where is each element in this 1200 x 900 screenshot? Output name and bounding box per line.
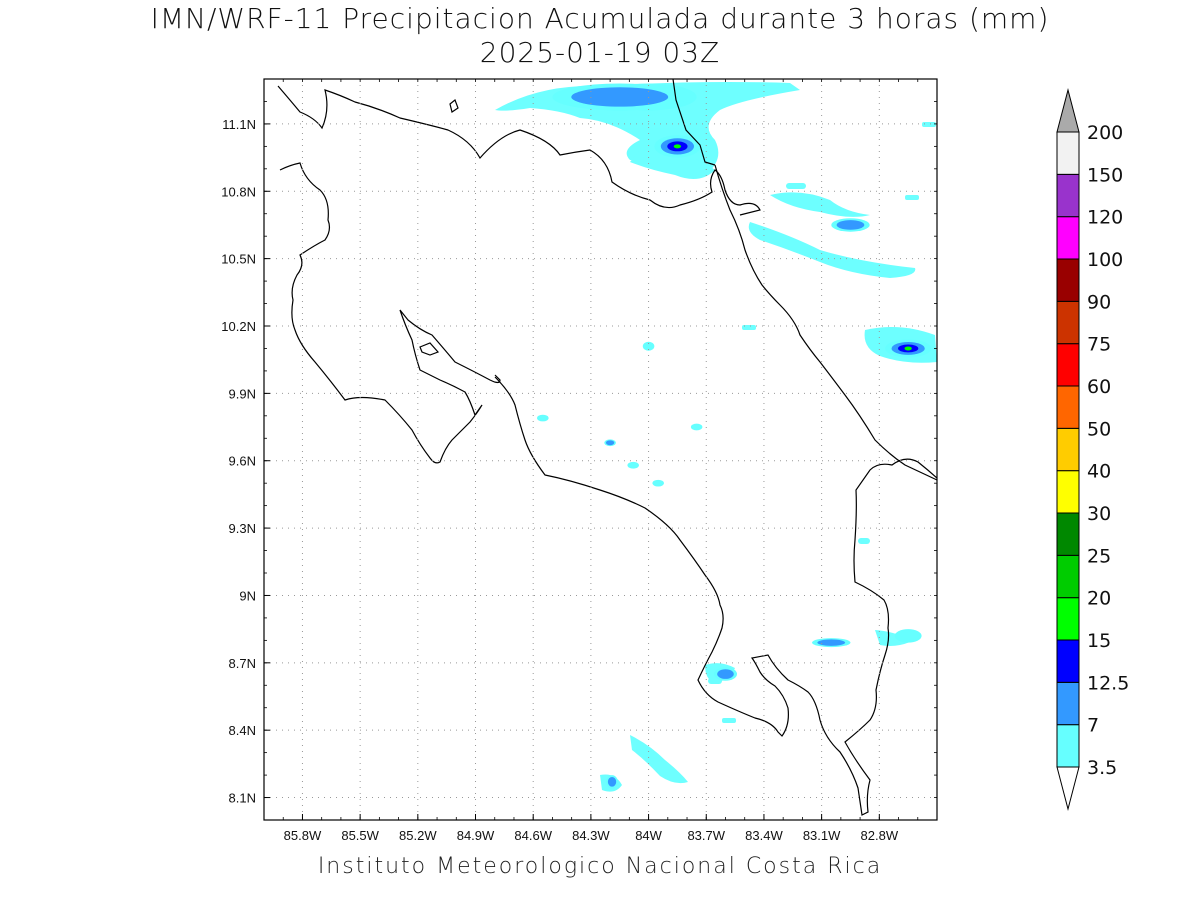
colorbar-label: 100: [1087, 249, 1123, 271]
lon-tick-label: 83.4W: [745, 828, 783, 843]
precip-cell: [717, 669, 734, 679]
precip-cell: [817, 639, 846, 646]
precip-cell: [836, 220, 865, 230]
lon-tick-label: 84.3W: [572, 828, 610, 843]
colorbar-swatch: [1056, 131, 1080, 175]
colorbar-label: 150: [1087, 164, 1123, 186]
map-subtitle-date: 2025-01-19 03Z: [479, 36, 721, 69]
colorbar-label: 60: [1087, 376, 1111, 398]
lat-tick-label: 8.1N: [229, 791, 256, 806]
colorbar-swatch: [1056, 385, 1080, 429]
lon-tick-label: 85.2W: [399, 828, 437, 843]
colorbar-label: 120: [1087, 207, 1123, 229]
lon-tick-label: 84.6W: [514, 828, 552, 843]
lon-tick-label: 84W: [635, 828, 662, 843]
colorbar-label: 75: [1087, 334, 1111, 356]
precip-cell: [690, 423, 703, 431]
lon-tick-label: 85.5W: [341, 828, 379, 843]
lat-tick-label: 10.8N: [221, 184, 256, 199]
lat-tick-label: 9.9N: [229, 386, 256, 401]
colorbar-label: 12.5: [1087, 672, 1129, 694]
colorbar-swatch: [1056, 639, 1080, 683]
lat-tick-label: 9.3N: [229, 521, 256, 536]
colorbar-swatch: [1056, 554, 1080, 599]
colorbar-label: 90: [1087, 291, 1111, 313]
precip-cell: [904, 346, 912, 351]
colorbar-label: 15: [1087, 630, 1111, 652]
colorbar-label: 20: [1087, 588, 1111, 610]
precipitation-cells: [537, 83, 932, 789]
precip-cell: [642, 341, 655, 351]
colorbar-swatch: [1056, 216, 1080, 260]
colorbar-label: 3.5: [1087, 757, 1117, 779]
colorbar-label: 40: [1087, 461, 1111, 483]
precip-cell: [571, 87, 669, 107]
map-title: IMN/WRF-11 Precipitacion Acumulada duran…: [150, 2, 1050, 35]
map-frame: [263, 78, 938, 821]
precipitation-field: [495, 82, 937, 792]
colorbar-swatch: [1056, 470, 1080, 514]
map-footer-credit: Instituto Meteorologico Nacional Costa R…: [317, 854, 883, 879]
graticule-grid: [264, 79, 937, 820]
precip-cell: [673, 144, 682, 149]
coastline: [277, 79, 937, 816]
lat-tick-label: 11.1N: [222, 117, 256, 132]
latitude-axis: 11.1N 10.8N 10.5N 10.2N 9.9N 9.6N 9.3N 9N 8.7N 8.…: [221, 78, 937, 821]
colorbar-lower-arrow: [1056, 766, 1080, 811]
lon-tick-label: 82.8W: [861, 828, 899, 843]
lat-tick-label: 8.7N: [229, 656, 256, 671]
lon-tick-label: 85.8W: [284, 828, 322, 843]
colorbar-label: 25: [1087, 545, 1111, 567]
lat-tick-label: 10.2N: [221, 319, 256, 334]
colorbar-swatch: [1056, 343, 1080, 387]
lat-tick-label: 10.5N: [221, 252, 256, 267]
lon-tick-label: 84.9W: [457, 828, 495, 843]
lat-tick-label: 9.6N: [229, 454, 256, 469]
colorbar-swatch: [1056, 724, 1080, 768]
colorbar-swatch: [1056, 258, 1080, 302]
colorbar-label: 50: [1087, 418, 1111, 440]
precipitation-colorbar: 3.5 7 12.5 15 20 25 30 40 50 60 75 90 100 120 150 200: [1056, 88, 1129, 811]
colorbar-label: 7: [1087, 715, 1099, 737]
lon-tick-label: 83.7W: [687, 828, 725, 843]
colorbar-swatch: [1056, 173, 1080, 218]
precip-cell: [607, 776, 617, 787]
colorbar-swatch: [1056, 427, 1080, 472]
colorbar-swatch: [1056, 597, 1080, 641]
precip-cell: [537, 414, 549, 422]
precip-cell: [652, 479, 664, 487]
precip-cell: [894, 629, 922, 643]
colorbar-label: 30: [1087, 503, 1111, 525]
colorbar-swatch: [1056, 300, 1080, 345]
colorbar-label: 200: [1087, 122, 1123, 144]
longitude-axis: 85.8W 85.5W 85.2W 84.9W 84.6W 84.3W 84W 83.7W 83…: [263, 79, 938, 843]
colorbar-swatch: [1056, 681, 1080, 726]
lon-tick-label: 83.1W: [803, 828, 841, 843]
colorbar-swatch: [1056, 512, 1080, 556]
precip-cell: [605, 440, 615, 446]
precip-cell: [627, 461, 639, 469]
lat-tick-label: 9N: [239, 588, 256, 603]
colorbar-upper-arrow: [1056, 88, 1080, 133]
lat-tick-label: 8.4N: [229, 723, 256, 738]
